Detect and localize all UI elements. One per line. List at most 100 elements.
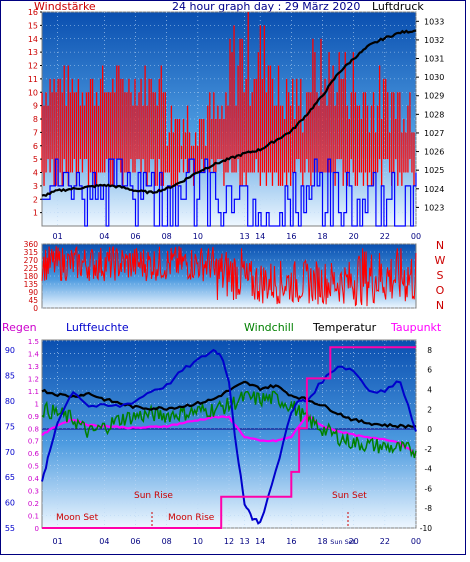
windstaerke-label: Windstärke [34,0,96,13]
regen-tick-label: 1.2 [28,375,39,383]
regen-tick-label: 0.2 [28,500,39,508]
regen-tick-label: 0.1 [28,513,39,521]
temperatur-label: Temperatur [312,321,377,334]
regen-tick-label: 0.6 [28,450,40,458]
temperatur-tick-label: -6 [425,484,433,493]
temperature-humidity-panel: Moon Set Sun Rise Moon Rise Sun Set 0 0.1… [5,338,432,546]
event-markers: Moon Set Sun Rise Moon Rise Sun Set [56,491,367,528]
regen-tick-label: 1.4 [28,350,40,358]
temperatur-tick-label: -4 [425,465,433,474]
compass-tick-label: W [435,254,446,267]
regen-tick-label: 0.5 [28,463,39,471]
luftfeuchte-tick-label: 85 [5,372,15,381]
hour-tick-label: 00 [411,232,421,241]
luftfeuchte-tick-label: 75 [5,422,15,431]
pressure-tick-label: 1026 [424,148,444,157]
regen-tick-label: 0.9 [28,413,39,421]
wind-direction-line [41,245,417,307]
direction-tick-label: 270 [24,256,39,265]
pressure-tick-label: 1024 [424,185,444,194]
hour-tick-label: 13 [239,232,249,241]
hour-tick-label: 00 [411,537,421,546]
hour-tick-label: 12 [224,537,234,546]
temperatur-tick-label: 6 [427,366,432,375]
chart-title: 24 hour graph day : 29 März 2020 [172,0,360,13]
direction-tick-label: 90 [28,288,38,297]
direction-tick-label: 360 [24,240,39,249]
hour-tick-label: 16 [286,537,296,546]
temperatur-tick-label: 2 [427,405,432,414]
hour-tick-label: 10 [193,232,203,241]
wind-tick-label: 9 [33,102,38,111]
wind-tick-label: 7 [33,128,38,137]
pressure-tick-label: 1029 [424,92,444,101]
hour-tick-label: 04 [99,537,109,546]
windchill-label: Windchill [244,321,294,334]
luftfeuchte-label: Luftfeuchte [66,321,129,334]
taupunkt-label: Taupunkt [390,321,442,334]
hour-tick-label: 20 [349,537,359,546]
wind-tick-label: 4 [33,169,38,178]
hour-tick-label: 06 [130,537,140,546]
luftfeuchte-tick-label: 55 [5,524,15,533]
hour-tick-label: 14 [255,537,265,546]
luftfeuchte-tick-label: 65 [5,473,15,482]
compass-tick-label: S [437,269,444,282]
panel1-hour-ticks: 01 04 06 08 10 13 14 16 18 20 22 00 [52,232,421,241]
hour-tick-label: 01 [52,537,62,546]
pressure-tick-label: 1032 [424,36,444,45]
hour-tick-label: 16 [286,232,296,241]
wind-tick-label: 5 [33,155,38,164]
luftdruck-label: Luftdruck [372,0,424,13]
wind-tick-label: 15 [28,21,38,30]
compass-tick-label: N [436,299,444,312]
hour-tick-label: 08 [162,537,172,546]
hour-tick-label: 22 [380,232,390,241]
wind-tick-label: 12 [28,62,38,71]
pressure-tick-label: 1030 [424,73,444,82]
pressure-tick-label: 1023 [424,203,444,212]
pressure-axis-ticks: 1023 1024 1025 1026 1027 1028 1029 1030 1031 1032… [416,17,444,212]
regen-label: Regen [2,321,37,334]
hour-tick-label: 04 [99,232,109,241]
windchill-line [41,390,417,459]
wind-tick-label: 11 [28,75,38,84]
regen-tick-label: 0.8 [28,425,39,433]
pressure-tick-label: 1031 [424,55,444,64]
regen-tick-label: 1 [35,400,39,408]
temperatur-tick-label: -2 [425,445,433,454]
direction-tick-label: 315 [24,248,39,257]
wind-tick-label: 16 [28,8,38,17]
hour-tick-label: 01 [52,232,62,241]
direction-tick-label: 180 [24,272,39,281]
luftfeuchte-axis-ticks: 55 60 65 70 75 80 85 90 [5,346,15,533]
regen-line [42,346,416,529]
luftfeuchte-line [41,348,417,525]
hour-tick-label: Sun Set [330,538,356,546]
wind-tick-label: 14 [28,35,38,44]
compass-tick-label: O [436,284,445,297]
sun-set-label: Sun Set [332,491,367,501]
pressure-tick-label: 1027 [424,129,444,138]
hour-tick-label: 22 [380,537,390,546]
luftfeuchte-tick-label: 90 [5,346,15,355]
hour-tick-label: 13 [239,537,249,546]
pressure-line [41,29,417,197]
wind-tick-label: 6 [33,142,38,151]
temperatur-tick-label: 8 [427,346,432,355]
hour-tick-label: 18 [317,232,327,241]
moon-set-label: Moon Set [56,513,99,523]
direction-tick-label: 225 [24,264,39,273]
wind-tick-label: 13 [28,48,38,57]
direction-tick-label: 0 [33,304,38,313]
regen-tick-label: 1.1 [28,388,39,396]
pressure-tick-label: 1025 [424,166,444,175]
temperatur-axis-ticks: -10 -8 -6 -4 -2 0 2 4 6 8 [420,346,432,533]
luftfeuchte-tick-label: 60 [5,499,15,508]
wind-tick-label: 1 [33,209,38,218]
